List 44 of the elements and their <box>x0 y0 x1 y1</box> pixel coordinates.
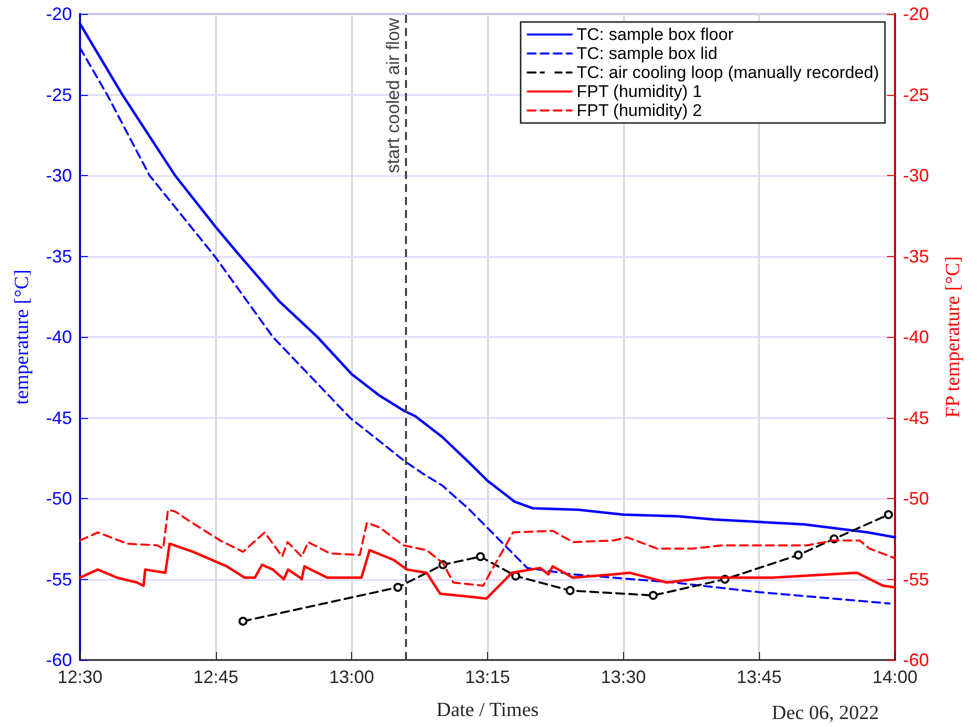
x-tick-label: 12:30 <box>57 667 103 687</box>
y2-tick-label: -45 <box>903 408 930 428</box>
y2-tick-label: -40 <box>903 327 930 347</box>
y2-tick-label: -60 <box>903 650 930 670</box>
point <box>393 582 402 592</box>
x-tick-label: 13:30 <box>600 667 646 687</box>
y2-tick-label: -20 <box>903 4 930 24</box>
line-series <box>78 542 896 600</box>
y-tick-label: -25 <box>46 84 72 105</box>
y-tick-label: -35 <box>46 246 72 266</box>
y2-tick-label: -25 <box>903 84 930 105</box>
y2-axis-title: FP temperature [°C] <box>942 256 964 418</box>
y2-tick-label: -35 <box>903 246 930 266</box>
point <box>476 552 485 562</box>
y-axis-title: temperature [°C] <box>11 269 33 405</box>
x-tick-label: 13:45 <box>736 667 782 687</box>
point <box>238 616 248 626</box>
legend-label: TC: air cooling loop (manually recorded) <box>576 63 880 82</box>
y-tick-label: -60 <box>46 650 72 670</box>
point <box>566 586 575 596</box>
y-tick-label: -45 <box>46 408 72 428</box>
x-tick-label: 13:00 <box>329 667 374 687</box>
y-tick-label: -40 <box>46 327 72 347</box>
point <box>648 590 658 600</box>
x-tick-label: 13:15 <box>464 667 510 687</box>
legend-label: FPT (humidity) 2 <box>576 101 702 120</box>
y-tick-label: -30 <box>46 166 72 186</box>
y2-tick-label: -50 <box>903 488 930 508</box>
x-tick-label: 12:45 <box>193 667 238 687</box>
x-axis-title: Date / Times <box>436 699 539 721</box>
y-tick-label: -20 <box>46 4 72 24</box>
legend-label: FPT (humidity) 1 <box>576 82 702 101</box>
legend-label: TC: sample box lid <box>576 44 718 63</box>
line-series <box>79 508 896 587</box>
x-tick-label: 14:00 <box>872 667 918 687</box>
text: Dec 06, 2022 <box>772 702 880 724</box>
ref-line-label: start cooled air flow <box>383 17 403 174</box>
y2-tick-label: -30 <box>903 166 930 186</box>
y-tick-label: -55 <box>46 569 72 590</box>
y-tick-label: -50 <box>46 488 72 508</box>
point <box>884 510 893 520</box>
legend-label: TC: sample box floor <box>576 25 734 44</box>
point <box>794 550 803 560</box>
y2-tick-label: -55 <box>903 569 930 590</box>
